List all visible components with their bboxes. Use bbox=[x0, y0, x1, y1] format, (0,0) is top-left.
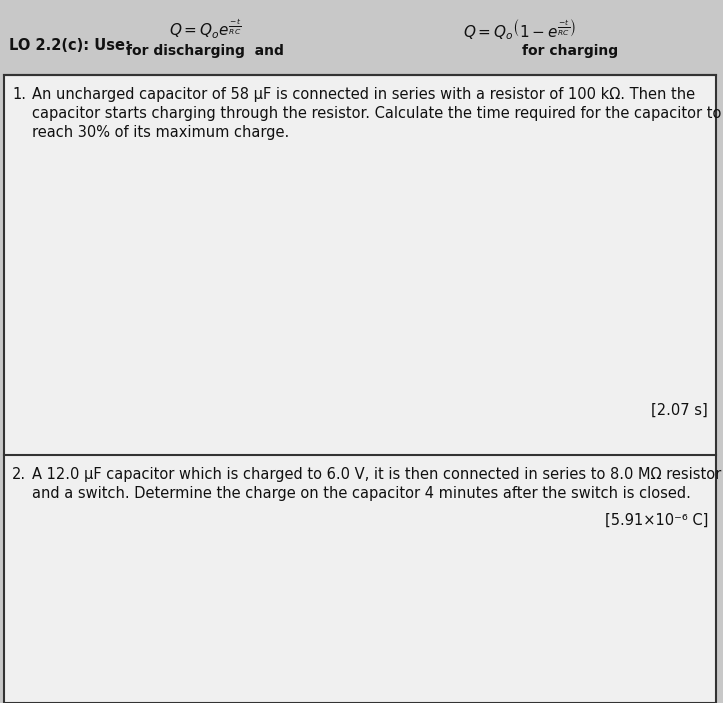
FancyBboxPatch shape bbox=[4, 75, 716, 703]
Text: for discharging  and: for discharging and bbox=[126, 44, 284, 58]
Text: $Q = Q_o\left(1 - e^{\frac{-t}{RC}}\right)$: $Q = Q_o\left(1 - e^{\frac{-t}{RC}}\righ… bbox=[463, 17, 577, 42]
Text: reach 30% of its maximum charge.: reach 30% of its maximum charge. bbox=[32, 125, 289, 140]
Text: $Q = Q_o e^{\frac{-t}{RC}}$: $Q = Q_o e^{\frac{-t}{RC}}$ bbox=[169, 18, 241, 41]
Text: An uncharged capacitor of 58 μF is connected in series with a resistor of 100 kΩ: An uncharged capacitor of 58 μF is conne… bbox=[32, 87, 695, 102]
Text: capacitor starts charging through the resistor. Calculate the time required for : capacitor starts charging through the re… bbox=[32, 106, 722, 121]
Text: and a switch. Determine the charge on the capacitor 4 minutes after the switch i: and a switch. Determine the charge on th… bbox=[32, 486, 691, 501]
FancyBboxPatch shape bbox=[4, 0, 716, 75]
Text: [5.91×10⁻⁶ C]: [5.91×10⁻⁶ C] bbox=[604, 513, 708, 528]
Text: 1.: 1. bbox=[12, 87, 26, 102]
Text: A 12.0 μF capacitor which is charged to 6.0 V, it is then connected in series to: A 12.0 μF capacitor which is charged to … bbox=[32, 467, 722, 482]
Text: 2.: 2. bbox=[12, 467, 26, 482]
Text: for charging: for charging bbox=[522, 44, 618, 58]
Text: LO 2.2(c): Use:: LO 2.2(c): Use: bbox=[9, 38, 131, 53]
Text: [2.07 s]: [2.07 s] bbox=[651, 403, 708, 418]
